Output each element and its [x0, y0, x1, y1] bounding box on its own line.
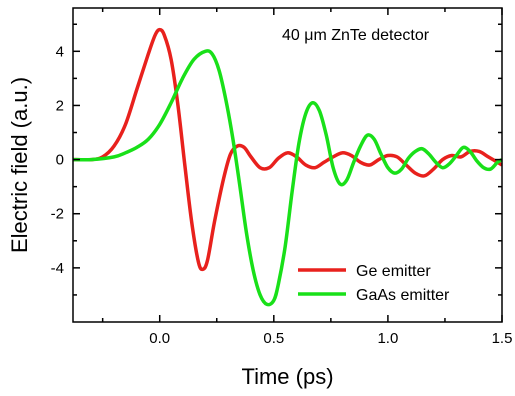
plot-frame — [72, 7, 503, 323]
x-tick-label: 0.5 — [263, 330, 284, 347]
y-tick-label: -2 — [51, 206, 64, 223]
x-axis-title: Time (ps) — [241, 364, 333, 389]
y-tick-label: 2 — [56, 97, 64, 114]
chart-annotation: 40 μm ZnTe detector — [282, 27, 430, 44]
x-tick-label: 1.5 — [492, 330, 513, 347]
legend: Ge emitter GaAs emitter — [298, 263, 450, 304]
y-axis-title: Electric field (a.u.) — [7, 77, 32, 253]
legend-label: Ge emitter — [356, 263, 431, 280]
x-tick-label: 0.0 — [149, 330, 170, 347]
y-tick-label: -4 — [51, 260, 64, 277]
series-line-gaas-emitter — [73, 49, 502, 307]
y-tick-label: 0 — [56, 152, 64, 169]
x-tick-label: 1.0 — [377, 330, 398, 347]
y-tick-label: 4 — [56, 43, 64, 60]
series-line-ge-emitter — [73, 27, 502, 272]
legend-label: GaAs emitter — [356, 287, 450, 304]
